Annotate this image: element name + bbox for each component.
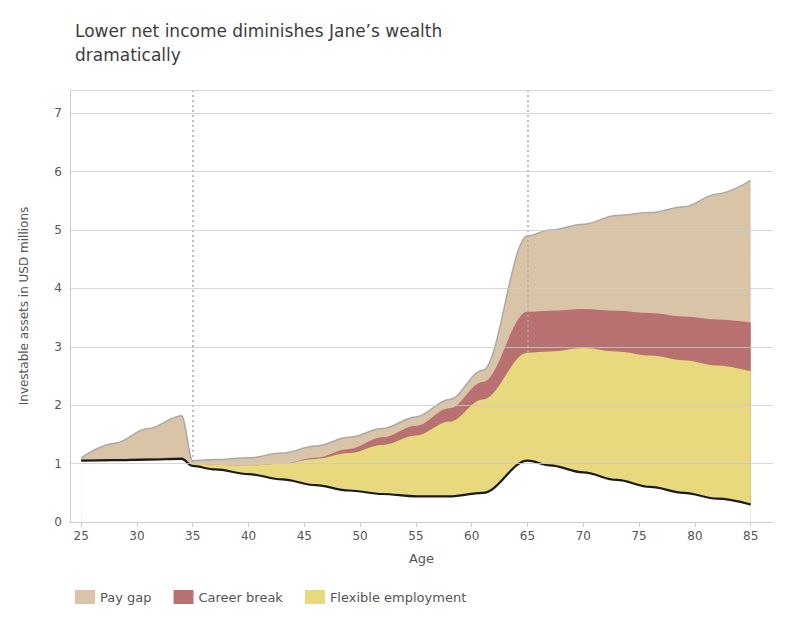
svg-text:55: 55 — [408, 529, 423, 543]
svg-text:60: 60 — [464, 529, 479, 543]
svg-text:5: 5 — [54, 223, 62, 237]
svg-text:75: 75 — [631, 529, 646, 543]
svg-text:70: 70 — [576, 529, 591, 543]
svg-text:4: 4 — [54, 281, 62, 295]
svg-text:65: 65 — [520, 529, 535, 543]
svg-text:dramatically: dramatically — [75, 45, 181, 65]
svg-text:Age: Age — [409, 551, 434, 566]
svg-text:25: 25 — [74, 529, 89, 543]
svg-text:Investable assets in USD milli: Investable assets in USD millions — [17, 207, 31, 406]
svg-text:Career break: Career break — [199, 590, 284, 605]
svg-text:2: 2 — [54, 398, 62, 412]
svg-text:3: 3 — [54, 340, 62, 354]
svg-text:Lower net income diminishes Ja: Lower net income diminishes Jane’s wealt… — [75, 21, 442, 41]
svg-text:40: 40 — [241, 529, 256, 543]
svg-text:80: 80 — [687, 529, 702, 543]
svg-text:45: 45 — [297, 529, 312, 543]
svg-text:Pay gap: Pay gap — [100, 590, 152, 605]
svg-text:35: 35 — [185, 529, 200, 543]
svg-text:6: 6 — [54, 165, 62, 179]
svg-text:85: 85 — [743, 529, 758, 543]
svg-text:50: 50 — [352, 529, 367, 543]
svg-text:30: 30 — [129, 529, 144, 543]
svg-text:Flexible employment: Flexible employment — [330, 590, 466, 605]
svg-text:1: 1 — [54, 457, 62, 471]
svg-text:7: 7 — [54, 106, 62, 120]
svg-text:0: 0 — [54, 515, 62, 529]
